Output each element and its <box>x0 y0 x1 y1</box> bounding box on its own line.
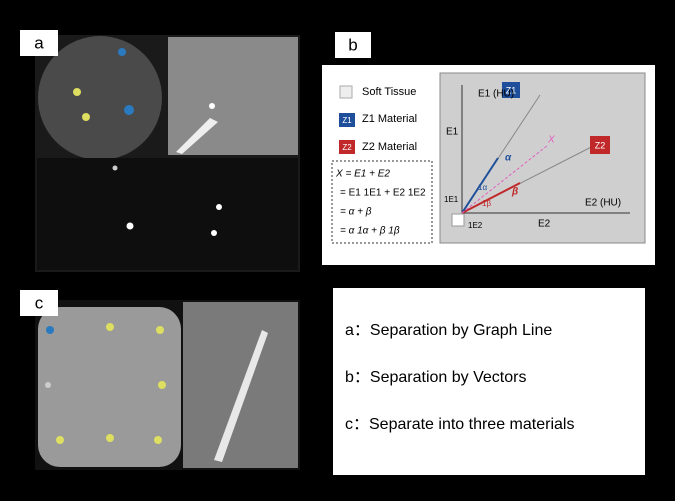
insert <box>106 323 114 331</box>
dot <box>113 166 118 171</box>
insert <box>106 434 114 442</box>
insert <box>45 382 51 388</box>
insert <box>73 88 81 96</box>
vector-label: β <box>511 187 518 198</box>
legend-label: Soft Tissue <box>362 86 416 98</box>
axis-tick: E2 <box>538 219 551 230</box>
insert <box>158 381 166 389</box>
description: a：Separation by Graph Line <box>345 322 552 339</box>
insert <box>82 113 90 121</box>
vector-label: 1E1 <box>444 195 459 204</box>
legend-icon <box>340 86 352 98</box>
legend-label: Z2 Material <box>362 141 417 153</box>
soft-tissue-marker <box>452 214 464 226</box>
insert <box>124 105 134 115</box>
dot <box>211 230 217 236</box>
insert <box>46 326 54 334</box>
scatter-plot <box>183 302 298 468</box>
marker-label: Z2 <box>595 140 606 150</box>
separation-image <box>37 158 298 270</box>
description: b：Separation by Vectors <box>345 369 526 386</box>
legend-icon-label: Z2 <box>342 143 352 152</box>
axis-label: E1 (HU) <box>478 89 514 100</box>
dot <box>127 223 134 230</box>
panel-c: c <box>20 290 300 470</box>
vector-label: X <box>547 135 555 146</box>
vector-label: 1E2 <box>468 221 483 230</box>
figure: a b Soft Tissue Z1 Z1 Material Z2 Z2 Mat… <box>0 0 675 496</box>
equation: = E1 1E1 + E2 1E2 <box>340 188 426 199</box>
point <box>209 103 215 109</box>
vector-label: α <box>505 153 512 164</box>
description: c：Separate into three materials <box>345 416 574 433</box>
insert <box>56 436 64 444</box>
vector-label: 1α <box>478 183 487 192</box>
dot <box>216 204 222 210</box>
insert <box>118 48 126 56</box>
insert <box>154 436 162 444</box>
equation: X = E1 + E2 <box>335 169 390 180</box>
equation: = α 1α + β 1β <box>340 226 400 237</box>
vector-label: 1β <box>482 199 491 208</box>
scatter-plot <box>168 37 298 155</box>
description-box: a：Separation by Graph Line b：Separation … <box>333 288 645 475</box>
panel-label: a <box>34 33 44 52</box>
panel-b: b Soft Tissue Z1 Z1 Material Z2 Z2 Mater… <box>322 32 655 265</box>
insert <box>156 326 164 334</box>
graph-area <box>440 73 645 243</box>
axis-label: E2 (HU) <box>585 198 621 209</box>
panel-label: c <box>35 293 44 312</box>
legend-label: Z1 Material <box>362 113 417 125</box>
panel-label: b <box>348 35 357 54</box>
panel-a: a <box>20 30 300 272</box>
equation: = α + β <box>340 207 372 218</box>
legend-icon-label: Z1 <box>342 116 352 125</box>
axis-tick: E1 <box>446 127 459 138</box>
